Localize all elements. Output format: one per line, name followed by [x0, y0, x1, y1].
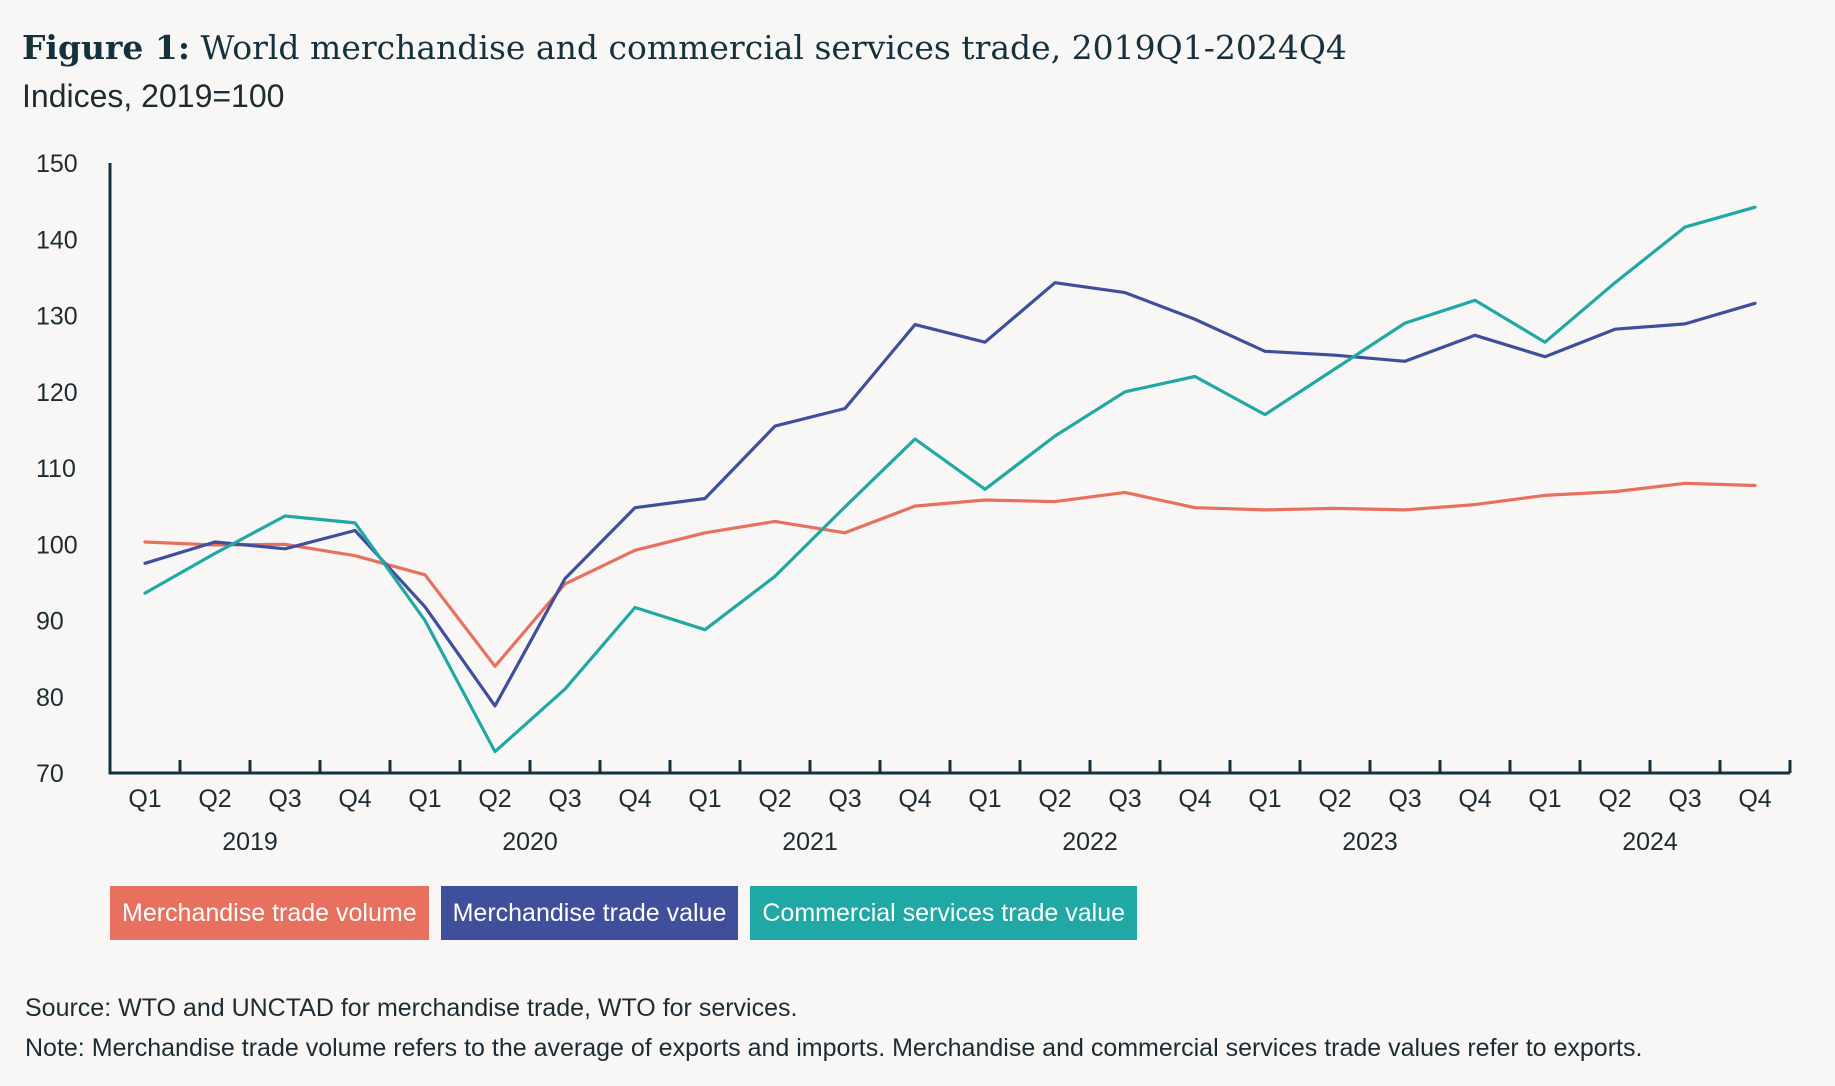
figure-notes: Source: WTO and UNCTAD for merchandise t… [25, 988, 1642, 1068]
x-tick-label-quarter: Q2 [1038, 785, 1071, 813]
figure-header: Figure 1: World merchandise and commerci… [22, 24, 1347, 118]
x-tick-label-quarter: Q3 [828, 785, 861, 813]
y-tick-label-140: 140 [36, 226, 78, 254]
legend-item-merchandise-trade-volume: Merchandise trade volume [110, 886, 429, 940]
x-tick-label-quarter: Q4 [898, 785, 931, 813]
figure-label: Figure 1: [22, 28, 191, 67]
x-tick-label-quarter: Q1 [968, 785, 1001, 813]
x-year-label-2019: 2019 [222, 828, 278, 856]
legend-item-merchandise-trade-value: Merchandise trade value [440, 886, 739, 940]
x-tick-label-quarter: Q1 [688, 785, 721, 813]
x-tick-label-quarter: Q4 [618, 785, 651, 813]
x-tick-label-quarter: Q4 [338, 785, 371, 813]
y-tick-label-90: 90 [36, 608, 64, 636]
x-tick-label-quarter: Q4 [1738, 785, 1771, 813]
x-tick-label-quarter: Q2 [478, 785, 511, 813]
x-tick-label-quarter: Q1 [408, 785, 441, 813]
x-tick-label-quarter: Q4 [1178, 785, 1211, 813]
x-tick-label-quarter: Q3 [1388, 785, 1421, 813]
y-tick-label-120: 120 [36, 379, 78, 407]
x-tick-label-quarter: Q1 [1528, 785, 1561, 813]
x-tick-label-quarter: Q1 [1248, 785, 1281, 813]
series-line-merchandise-trade-volume [143, 481, 1757, 668]
y-tick-label-70: 70 [36, 760, 64, 788]
chart-series [143, 205, 1757, 754]
x-tick-label-quarter: Q3 [1668, 785, 1701, 813]
series-line-commercial-services-trade-value [143, 205, 1757, 754]
figure-title: Figure 1: World merchandise and commerci… [22, 24, 1347, 72]
y-tick-label-150: 150 [36, 150, 78, 178]
x-year-label-2020: 2020 [502, 828, 558, 856]
figure-title-text: World merchandise and commercial service… [200, 28, 1347, 67]
y-tick-label-110: 110 [36, 455, 76, 483]
x-year-label-2021: 2021 [782, 828, 838, 856]
legend: Merchandise trade volume Merchandise tra… [110, 886, 1137, 940]
x-tick-label-quarter: Q2 [758, 785, 791, 813]
x-year-label-2024: 2024 [1622, 828, 1678, 856]
x-tick-label-quarter: Q3 [1108, 785, 1141, 813]
series-line-merchandise-trade-value [143, 281, 1757, 708]
legend-item-commercial-services-trade-value: Commercial services trade value [750, 886, 1137, 940]
x-tick-label-quarter: Q2 [198, 785, 231, 813]
x-tick-label-quarter: Q3 [548, 785, 581, 813]
footnote: Note: Merchandise trade volume refers to… [25, 1034, 1643, 1062]
x-tick-label-quarter: Q2 [1318, 785, 1351, 813]
x-tick-label-quarter: Q1 [128, 785, 161, 813]
x-tick-label-quarter: Q3 [268, 785, 301, 813]
y-tick-label-130: 130 [36, 303, 78, 331]
x-tick-label-quarter: Q2 [1598, 785, 1631, 813]
y-tick-label-100: 100 [36, 531, 78, 559]
x-tick-label-quarter: Q4 [1458, 785, 1491, 813]
figure-subtitle: Indices, 2019=100 [22, 78, 285, 114]
source-note: Source: WTO and UNCTAD for merchandise t… [25, 994, 798, 1022]
x-year-label-2022: 2022 [1062, 828, 1118, 856]
x-year-label-2023: 2023 [1342, 828, 1398, 856]
chart-axes: 70 80 90 100 110 120 130 140 150 Q1 Q2 Q3 Q4 Q1 Q2 Q3 Q4… [36, 150, 1792, 856]
y-tick-label-80: 80 [36, 684, 64, 712]
